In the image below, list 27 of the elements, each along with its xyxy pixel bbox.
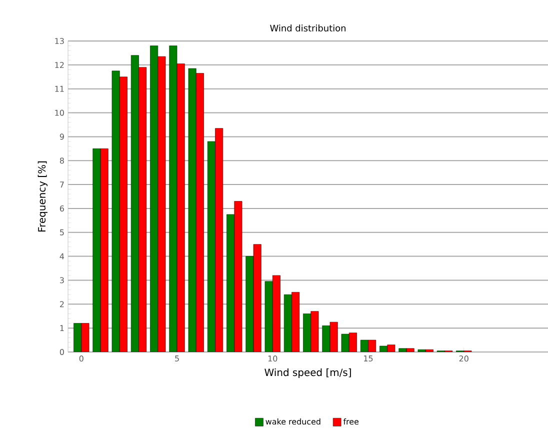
chart-title: Wind distribution (270, 24, 346, 32)
bar (138, 67, 147, 352)
bar (226, 214, 235, 352)
bar (158, 56, 166, 352)
bar (253, 244, 262, 352)
x-axis-title: Wind speed [m/s] (264, 368, 351, 378)
bar (207, 141, 216, 352)
bar (272, 275, 280, 352)
bar (92, 148, 101, 352)
bar (130, 55, 139, 352)
bar (310, 311, 319, 352)
bar (284, 294, 292, 352)
bar (112, 70, 120, 352)
y-axis-title: Frequency [%] (38, 161, 48, 232)
bar (303, 314, 312, 352)
bar (119, 76, 128, 352)
bar (176, 64, 185, 352)
bar (196, 73, 204, 352)
bar (169, 46, 178, 352)
bar (292, 292, 300, 352)
bar (264, 281, 273, 352)
bar (100, 148, 108, 352)
bar (215, 128, 224, 352)
bar (234, 201, 242, 352)
bar (150, 46, 158, 352)
bar (188, 68, 196, 352)
bar (246, 256, 254, 352)
